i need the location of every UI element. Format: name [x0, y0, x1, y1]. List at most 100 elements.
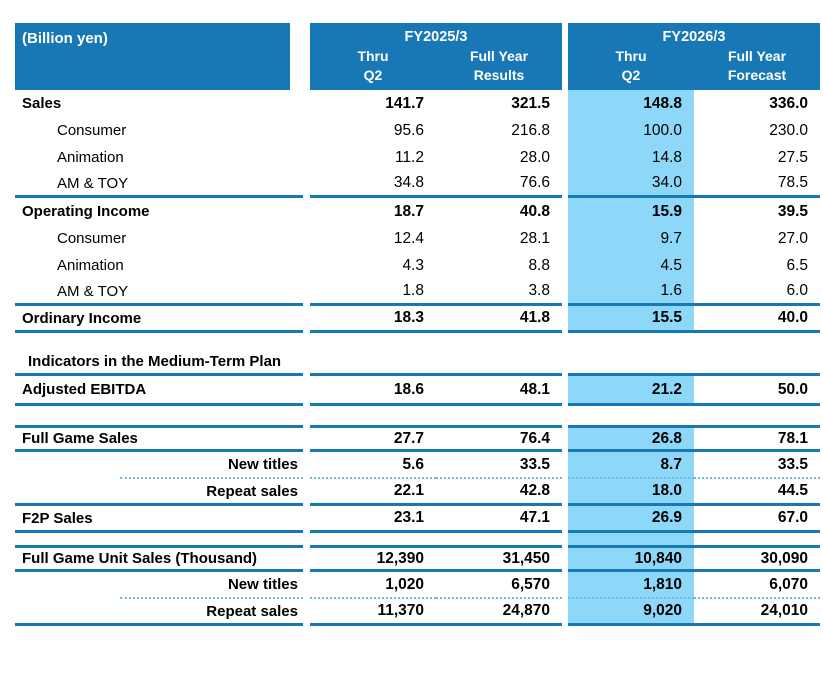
column-gap [303, 533, 310, 545]
value-cell: 12,390 [310, 545, 436, 572]
value-cell: 3.8 [436, 279, 562, 306]
value-cell: 26.8 [568, 425, 694, 452]
row-label: Repeat sales [15, 599, 303, 626]
row-label: Animation [57, 149, 124, 166]
value-cell: 28.0 [519, 148, 550, 166]
value-cell: 8.8 [528, 256, 550, 274]
value-cell: 76.6 [436, 171, 562, 198]
table-row: Full Game Sales 27.7 76.4 26.8 78.1 [15, 425, 820, 452]
value-cell: 10,840 [568, 545, 694, 572]
row-label: Consumer [57, 122, 127, 139]
value-cell [568, 333, 694, 349]
column-gap [303, 349, 310, 376]
value-cell [694, 333, 820, 349]
section-gap-row [15, 333, 820, 349]
column-gap [303, 252, 310, 279]
financial-results-table: (Billion yen) FY2025/3 Thru Q2 Full Year… [15, 23, 820, 626]
column-gap [303, 425, 310, 452]
value-cell: 4.3 [402, 256, 424, 274]
gap-label-spacer [15, 333, 303, 349]
value-cell: 8.7 [568, 452, 694, 479]
column-gap [303, 225, 310, 252]
value-cell: 18.6 [310, 376, 436, 406]
value-cell: 39.5 [777, 202, 808, 220]
value-cell [436, 333, 562, 349]
col-header-thru-q2: Thru Q2 [310, 47, 436, 85]
value-cell: 31,450 [436, 545, 562, 572]
value-cell [694, 406, 820, 425]
value-cell: 40.8 [519, 202, 550, 220]
value-cell: 9,020 [568, 599, 694, 626]
value-cell: 44.5 [694, 479, 820, 506]
value-cell: 1,810 [568, 572, 694, 599]
column-gap [303, 376, 310, 406]
row-label: Full Game Sales [15, 425, 303, 452]
value-cell: 141.7 [385, 94, 424, 112]
value-cell: 27.5 [777, 148, 808, 166]
financial-results-page: (Billion yen) FY2025/3 Thru Q2 Full Year… [0, 23, 823, 677]
value-cell: 76.4 [436, 425, 562, 452]
value-cell [436, 349, 562, 376]
table-body: Sales 141.7 321.5 148.8 336.0 Consumer 95.6 216… [15, 90, 820, 626]
column-gap [303, 333, 310, 349]
value-cell: 40.0 [694, 306, 820, 333]
value-cell: 27.0 [777, 229, 808, 247]
table-header: (Billion yen) FY2025/3 Thru Q2 Full Year… [15, 23, 820, 90]
row-label-underlined: New titles [120, 452, 303, 479]
table-row: Animation 11.2 28.0 14.8 27.5 [15, 144, 820, 171]
row-label: Repeat sales [15, 479, 303, 506]
column-gap [303, 506, 310, 533]
value-cell [436, 533, 562, 545]
value-cell: 1.6 [568, 279, 694, 306]
row-label-underlined: New titles [120, 572, 303, 599]
value-cell [694, 349, 820, 376]
value-cell: 1.8 [310, 279, 436, 306]
value-cell: 12.4 [393, 229, 424, 247]
table-row: Repeat sales 22.1 42.8 18.0 44.5 [15, 479, 820, 506]
value-cell: 21.2 [568, 376, 694, 406]
value-cell: 1,020 [310, 572, 436, 599]
row-label: Animation [57, 257, 124, 274]
col-header-line: Forecast [727, 67, 787, 83]
value-cell [568, 533, 694, 545]
value-cell: 321.5 [511, 94, 550, 112]
section-gap-row [15, 406, 820, 425]
value-cell: 18.7 [393, 202, 424, 220]
value-cell: 15.9 [568, 198, 694, 225]
row-label: Full Game Unit Sales (Thousand) [15, 545, 303, 572]
value-cell: 33.5 [436, 452, 562, 479]
row-label: New titles [15, 572, 303, 599]
row-label: Ordinary Income [15, 306, 303, 333]
value-cell: 6.5 [786, 256, 808, 274]
section-gap-row [15, 533, 820, 545]
value-cell: 28.1 [519, 229, 550, 247]
value-cell: 34.8 [310, 171, 436, 198]
value-cell: 6.0 [694, 279, 820, 306]
value-cell: 6,070 [694, 572, 820, 599]
value-cell: 14.8 [568, 144, 694, 171]
value-cell: 34.0 [568, 171, 694, 198]
column-group-fy2026: FY2026/3 Thru Q2 Full Year Forecast [568, 23, 820, 90]
gap-label-spacer [15, 533, 303, 545]
value-cell: 24,010 [694, 599, 820, 626]
column-gap [303, 479, 310, 506]
value-cell: 41.8 [436, 306, 562, 333]
group-title-fy2026: FY2026/3 [662, 29, 726, 45]
group-title-fy2025: FY2025/3 [404, 29, 468, 45]
row-label: Sales [22, 95, 62, 112]
value-cell: 47.1 [436, 506, 562, 533]
table-row: Sales 141.7 321.5 148.8 336.0 [15, 90, 820, 117]
value-cell: 100.0 [568, 117, 694, 144]
value-cell: 23.1 [310, 506, 436, 533]
row-label: Adjusted EBITDA [15, 376, 303, 406]
col-header-thru-q2: Thru Q2 [568, 47, 694, 85]
table-row: New titles 1,020 6,570 1,810 6,070 [15, 572, 820, 599]
value-cell [310, 406, 436, 425]
table-row: Ordinary Income 18.3 41.8 15.5 40.0 [15, 306, 820, 333]
value-cell: 336.0 [769, 94, 808, 112]
value-cell: 27.7 [310, 425, 436, 452]
column-gap [303, 279, 310, 306]
column-gap [303, 117, 310, 144]
group-subheaders-fy2026: Thru Q2 Full Year Forecast [568, 47, 820, 85]
row-label: Consumer [57, 230, 127, 247]
